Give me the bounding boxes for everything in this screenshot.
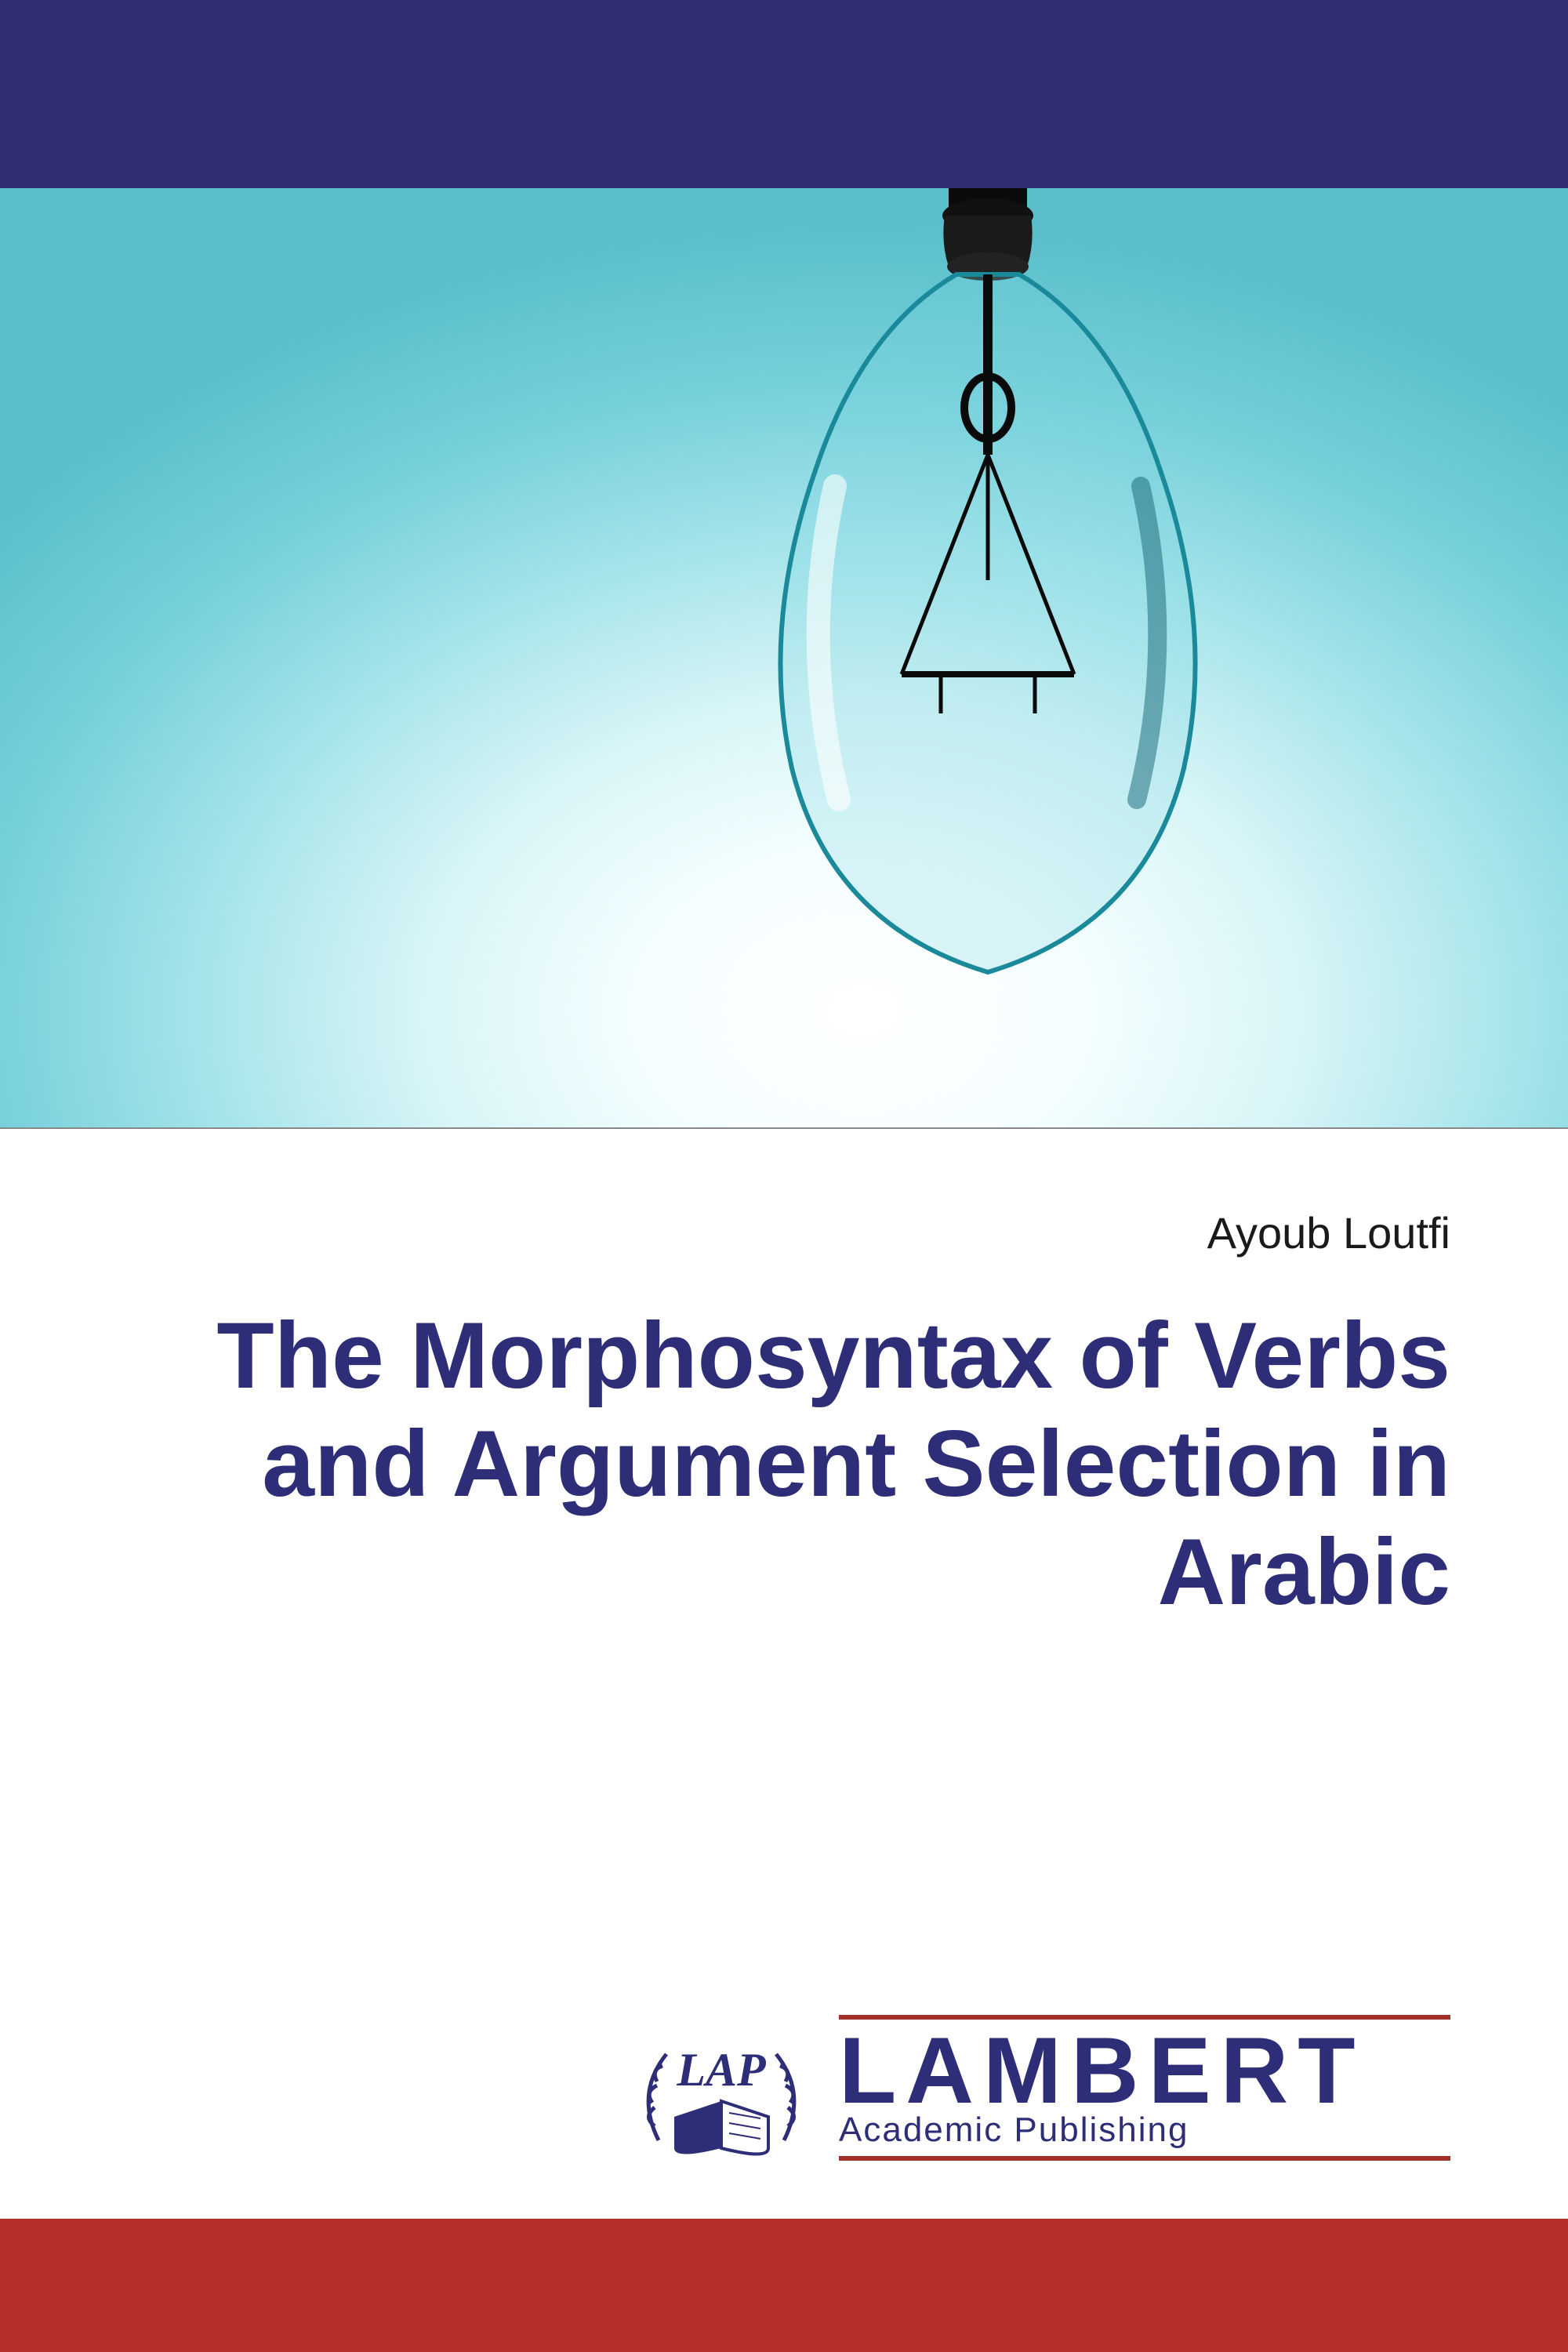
top-color-band: [0, 0, 1568, 188]
svg-text:LAP: LAP: [676, 2044, 767, 2096]
publisher-block: LAP LAMBERT Academic Publishing: [619, 2007, 1450, 2180]
author-name: Ayoub Loutfi: [1207, 1207, 1450, 1258]
publisher-badge-icon: LAP: [619, 2023, 823, 2172]
publisher-text: LAMBERT Academic Publishing: [839, 2015, 1450, 2172]
book-title: The Morphosyntax of Verbs and Argument S…: [94, 1301, 1450, 1626]
cover-image-area: [0, 188, 1568, 1129]
bottom-color-band: [0, 2219, 1568, 2352]
publisher-name: LAMBERT: [839, 2026, 1450, 2115]
publisher-bottom-rule: [839, 2156, 1450, 2161]
lightbulb-icon: [706, 188, 1254, 1035]
